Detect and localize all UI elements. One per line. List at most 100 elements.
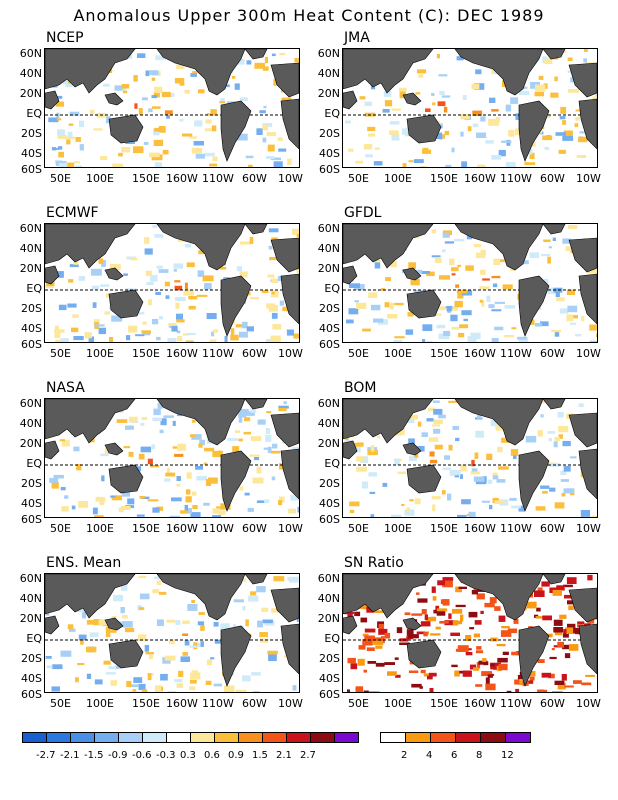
anomaly-patch xyxy=(462,95,467,100)
anomaly-patch xyxy=(496,479,506,483)
anomaly-patch xyxy=(451,664,458,668)
anomaly-patch xyxy=(137,53,146,58)
land-mass xyxy=(406,464,442,494)
anomaly-patch xyxy=(367,126,376,132)
anomaly-patch xyxy=(64,495,69,499)
anomaly-patch xyxy=(568,224,578,229)
map-canvas xyxy=(343,224,597,342)
anomaly-patch xyxy=(271,608,278,613)
anomaly-patch xyxy=(557,682,566,690)
anomaly-patch xyxy=(67,131,73,138)
anomaly-patch xyxy=(204,447,215,452)
anomaly-patch xyxy=(421,609,427,615)
anomaly-patch xyxy=(389,121,400,125)
anomaly-patch xyxy=(448,613,452,619)
anomaly-patch xyxy=(396,627,403,634)
anomaly-patch xyxy=(203,462,208,465)
anomaly-patch xyxy=(363,669,367,673)
anomaly-patch xyxy=(356,466,367,472)
anomaly-patch xyxy=(89,109,95,114)
anomaly-patch xyxy=(147,499,159,502)
land-mass xyxy=(108,639,144,669)
anomaly-patch xyxy=(73,336,84,341)
anomaly-patch xyxy=(384,302,390,308)
anomaly-patch xyxy=(509,497,517,501)
anomaly-patch xyxy=(489,97,496,103)
anomaly-patch xyxy=(460,614,464,622)
anomaly-patch xyxy=(198,250,206,255)
anomaly-patch xyxy=(431,424,440,427)
latitude-label: 60N xyxy=(19,47,42,60)
anomaly-patch xyxy=(78,634,87,641)
anomaly-patch xyxy=(543,83,548,89)
anomaly-patch xyxy=(191,600,196,603)
anomaly-patch xyxy=(402,128,411,135)
anomaly-patch xyxy=(492,475,499,480)
land-mass xyxy=(406,639,442,669)
anomaly-patch xyxy=(433,428,441,434)
anomaly-patch xyxy=(286,329,294,336)
colorbar-swatch xyxy=(286,732,311,743)
latitude-label: EQ xyxy=(26,282,42,295)
heat-content-map xyxy=(44,48,300,168)
anomaly-patch xyxy=(405,416,415,424)
anomaly-patch xyxy=(475,684,483,687)
anomaly-patch xyxy=(542,135,553,141)
anomaly-patch xyxy=(505,162,516,167)
anomaly-patch xyxy=(184,89,190,94)
anomaly-patch xyxy=(541,581,550,587)
land-mass xyxy=(220,625,252,687)
colorbar-tick-label: 1.5 xyxy=(252,750,268,761)
longitude-label: 10W xyxy=(278,347,303,360)
anomaly-patch xyxy=(139,495,145,499)
anomaly-patch xyxy=(409,455,418,461)
land-mass xyxy=(280,98,299,150)
anomaly-patch xyxy=(185,243,192,248)
longitude-label: 50E xyxy=(50,347,71,360)
anomaly-patch xyxy=(518,91,530,95)
anomaly-patch xyxy=(269,257,276,261)
anomaly-patch xyxy=(555,132,566,136)
anomaly-patch xyxy=(151,154,163,161)
anomaly-patch xyxy=(494,500,505,504)
anomaly-patch xyxy=(551,648,555,651)
anomaly-patch xyxy=(165,472,176,477)
anomaly-patch xyxy=(233,599,244,603)
anomaly-patch xyxy=(156,506,164,511)
anomaly-patch xyxy=(237,133,248,141)
heat-content-map xyxy=(342,398,598,518)
anomaly-patch xyxy=(579,131,588,134)
map-canvas xyxy=(343,399,597,517)
anomaly-patch xyxy=(480,610,484,614)
anomaly-patch xyxy=(224,336,228,342)
land-mass xyxy=(104,267,124,281)
anomaly-patch xyxy=(496,424,504,431)
anomaly-patch xyxy=(259,632,268,638)
anomaly-patch xyxy=(366,606,374,613)
anomaly-patch xyxy=(549,656,557,660)
anomaly-patch xyxy=(68,279,74,283)
anomaly-patch xyxy=(391,134,400,141)
anomaly-patch xyxy=(75,677,79,683)
panel-title: NASA xyxy=(46,380,85,396)
anomaly-patch xyxy=(144,645,150,652)
anomaly-patch xyxy=(98,258,104,264)
colorbar-swatch xyxy=(405,732,431,743)
anomaly-patch xyxy=(122,90,128,94)
anomaly-patch xyxy=(389,130,399,135)
anomaly-patch xyxy=(188,296,198,300)
anomaly-patch xyxy=(211,331,215,337)
anomaly-patch xyxy=(152,106,161,109)
anomaly-patch xyxy=(503,335,515,338)
anomaly-patch xyxy=(542,615,552,621)
anomaly-patch xyxy=(557,641,564,648)
anomaly-patch xyxy=(148,299,152,306)
anomaly-patch xyxy=(89,632,99,638)
anomaly-patch xyxy=(356,442,364,447)
anomaly-patch xyxy=(195,466,203,470)
anomaly-patch xyxy=(191,147,202,154)
anomaly-patch xyxy=(537,689,545,692)
anomaly-patch xyxy=(461,161,468,167)
anomaly-patch xyxy=(471,83,480,90)
anomaly-patch xyxy=(549,487,556,492)
